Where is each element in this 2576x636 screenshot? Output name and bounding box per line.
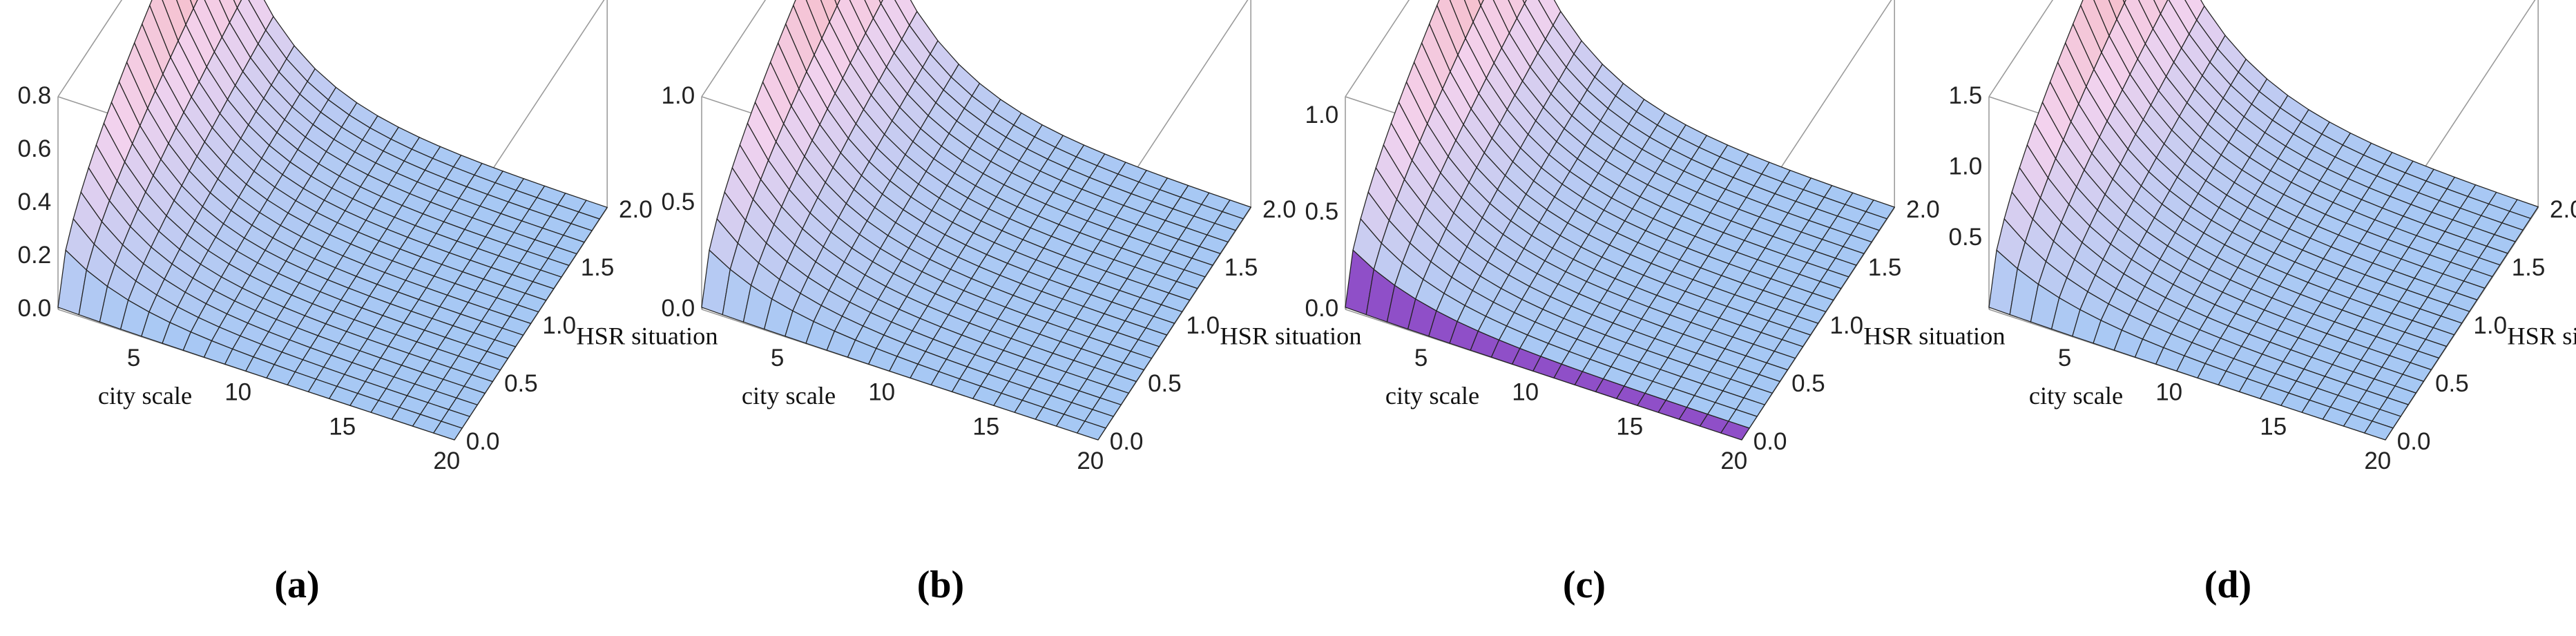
x-tick-label: 15 (329, 413, 356, 440)
x-axis-label: city scale (1385, 382, 1479, 409)
surface-plot-a: 0.00.20.40.60.851015200.00.51.01.52.0cit… (18, 0, 718, 474)
panel-a: 0.0 0.2 0.4 0.6 0.8 5 10 15 20 0.0 0.5 1.0 1.5 2.0 cit… (0, 0, 718, 636)
y-tick-label: 0.5 (1148, 370, 1182, 397)
x-tick-label: 15 (1616, 413, 1643, 440)
z-tick-label: 1.0 (662, 82, 695, 109)
surface-cell (2363, 421, 2394, 441)
x-tick-label: 15 (972, 413, 999, 440)
y-tick-label: 1.5 (1224, 254, 1258, 281)
surface-group: 0.00.20.40.60.851015200.00.51.01.52.0cit… (18, 0, 718, 474)
z-tick-label: 1.5 (1949, 82, 1983, 109)
z-tick-label: 0.0 (1305, 295, 1339, 322)
panel-c: 0.0 0.5 1.0 5 10 15 20 0.0 0.5 1.0 1.5 2.0 city scal… (1287, 0, 2006, 636)
y-tick-label: 0.5 (504, 370, 538, 397)
x-tick-label: 20 (433, 447, 460, 474)
y-axis-label: HSR situation (2507, 322, 2576, 349)
y-tick-label: 0.0 (1110, 428, 1144, 455)
box-edge (701, 0, 767, 97)
x-tick-label: 10 (224, 379, 251, 406)
box-edge (57, 0, 123, 97)
x-tick-label: 5 (2058, 345, 2071, 372)
y-tick-label: 0.0 (1753, 428, 1787, 455)
panel-caption-d: (d) (2204, 563, 2252, 606)
surface-cell (1478, 0, 1484, 7)
surface-plot-d: 0.5 1.0 1.5 5 10 15 200.0 0.5 1.0 1.5 2.0 city scal… (1949, 0, 2576, 474)
x-axis-label: city scale (2029, 382, 2123, 409)
panel-caption-b: (b) (916, 563, 965, 606)
surface-cell (1720, 421, 1751, 441)
surface-cell (1076, 421, 1107, 441)
panel-b: 0.0 0.5 1.0 5 10 15 20 0.0 0.5 1.0 1.5 2.0 city scal… (644, 0, 1362, 636)
x-tick-label: 20 (1077, 447, 1104, 474)
z-tick-label: 0.2 (18, 242, 52, 269)
box-edge (1988, 0, 2054, 97)
y-tick-label: 1.0 (542, 312, 576, 339)
box-edge (1345, 0, 1410, 97)
y-tick-label: 1.5 (1868, 254, 1902, 281)
y-tick-label: 1.0 (1186, 312, 1220, 339)
y-tick-label: 1.5 (2512, 254, 2546, 281)
y-axis-label: HSR situation (576, 322, 718, 349)
x-tick-label: 10 (2155, 379, 2182, 406)
x-tick-label: 5 (771, 345, 784, 372)
surface-cell (233, 0, 242, 9)
x-tick-label: 20 (1720, 447, 1747, 474)
x-tick-label: 5 (1414, 345, 1428, 372)
z-tick-label: 0.5 (1305, 198, 1339, 225)
y-tick-label: 0.5 (2435, 370, 2469, 397)
y-tick-label: 0.5 (1791, 370, 1825, 397)
y-axis-label: HSR situation (1220, 322, 1361, 349)
surface-cell (834, 0, 840, 7)
z-tick-label: 0.8 (18, 82, 52, 109)
y-tick-label: 0.0 (466, 428, 500, 455)
y-tick-label: 1.5 (581, 254, 615, 281)
z-tick-label: 0.4 (18, 189, 52, 215)
y-axis-label: HSR situation (1863, 322, 2005, 349)
z-tick-label: 0.6 (18, 135, 52, 162)
z-tick-label: 0.0 (662, 295, 695, 322)
y-tick-label: 1.0 (2473, 312, 2507, 339)
surface-group: 0.5 1.0 1.5 5 10 15 200.0 0.5 1.0 1.5 2.0 city scal… (1949, 0, 2576, 474)
x-tick-label: 10 (868, 379, 895, 406)
z-tick-label: 1.0 (1305, 102, 1339, 128)
y-tick-label: 2.0 (1906, 196, 1940, 223)
surface-cell (189, 0, 198, 10)
z-tick-label: 1.0 (1949, 153, 1983, 180)
y-tick-label: 1.0 (1829, 312, 1863, 339)
y-tick-label: 2.0 (1262, 196, 1296, 223)
z-tick-label: 0.5 (1949, 224, 1983, 251)
x-tick-label: 20 (2364, 447, 2391, 474)
y-tick-label: 0.0 (2397, 428, 2431, 455)
panel-caption-c: (c) (1562, 563, 1606, 606)
z-tick-label: 0.5 (662, 189, 695, 215)
x-tick-label: 5 (127, 345, 140, 372)
x-axis-label: city scale (742, 382, 836, 409)
x-tick-label: 15 (2260, 413, 2287, 440)
x-tick-label: 10 (1512, 379, 1539, 406)
x-axis-label: city scale (98, 382, 192, 409)
y-tick-label: 2.0 (2550, 196, 2576, 223)
y-tick-label: 2.0 (619, 196, 653, 223)
panel-caption-a: (a) (274, 563, 320, 606)
surface-cell (432, 421, 463, 441)
surface-cell (2153, 0, 2169, 15)
z-tick-label: 0.0 (18, 295, 52, 322)
panel-d: 0.5 1.0 1.5 5 10 15 200.0 0.5 1.0 1.5 2.0 city scal… (1931, 0, 2576, 636)
